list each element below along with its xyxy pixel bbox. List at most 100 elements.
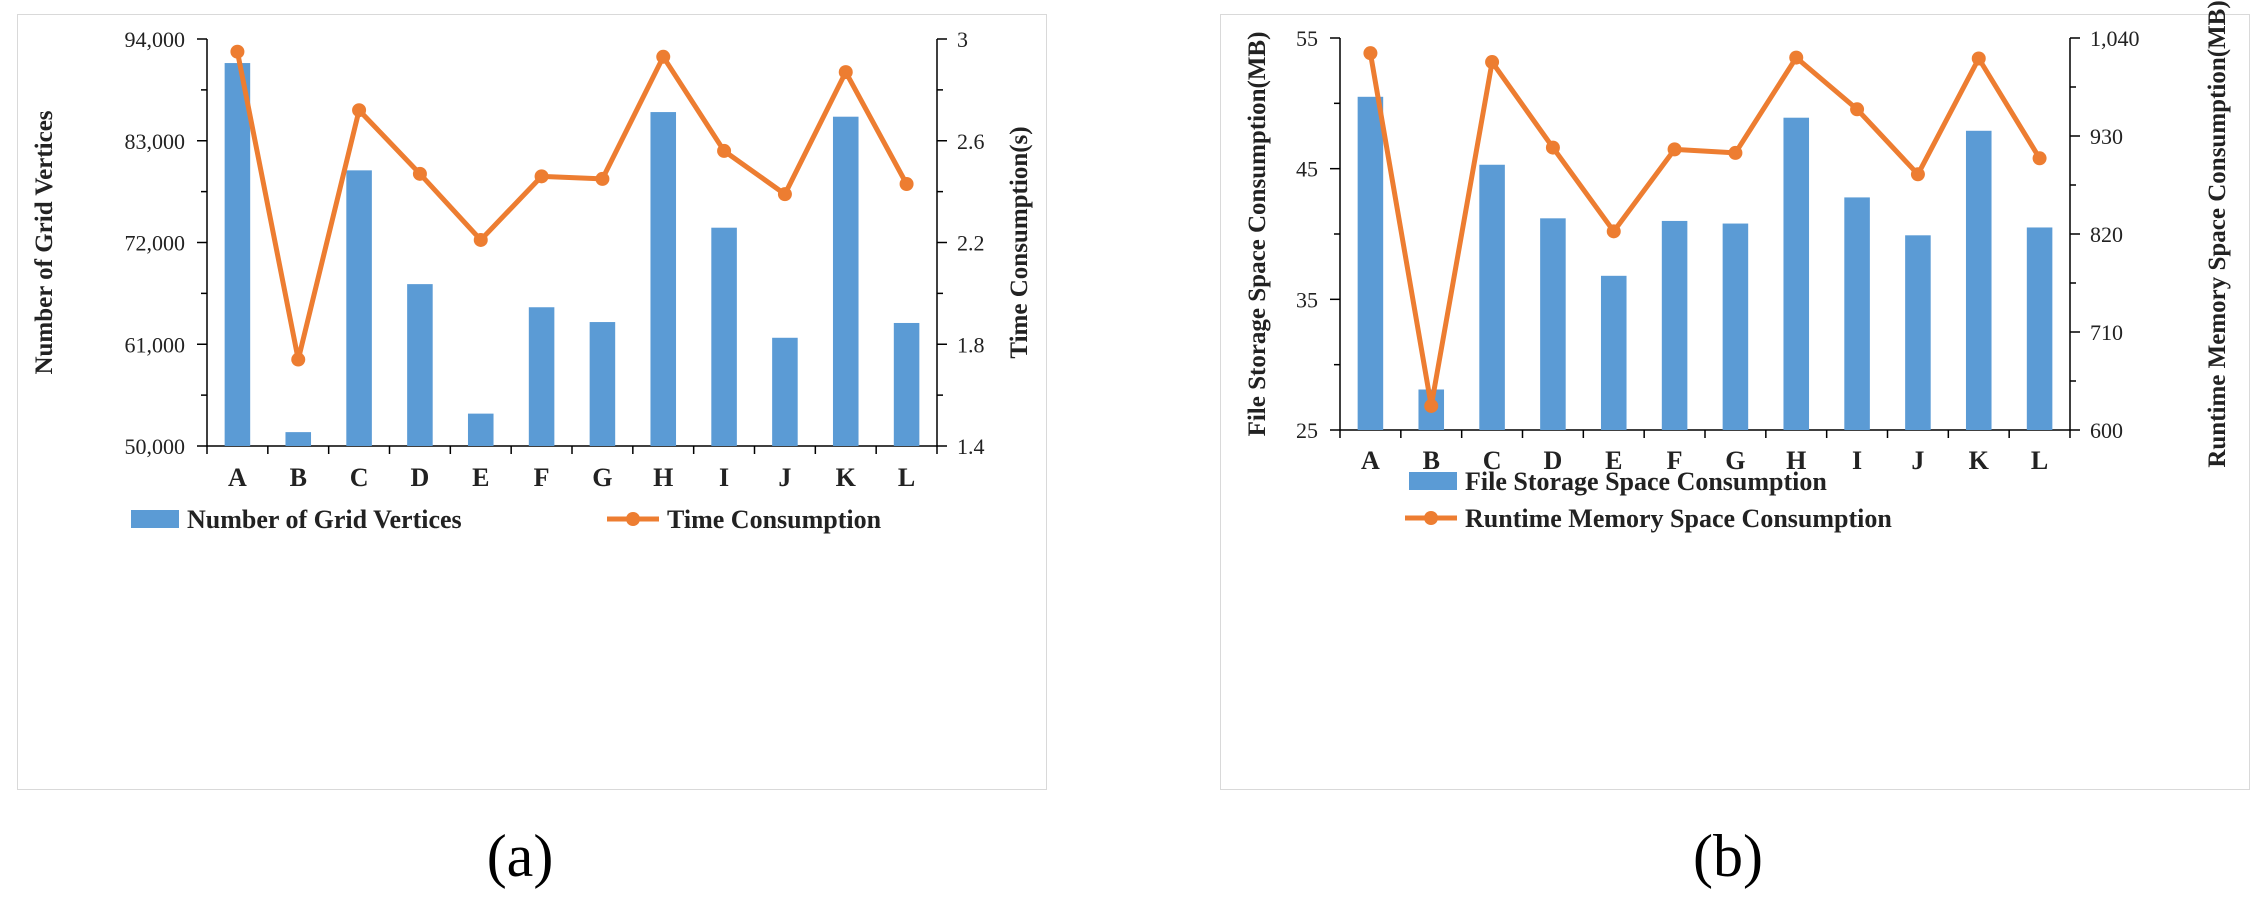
- line-series: [234, 51, 909, 363]
- line-point-E: [473, 232, 488, 247]
- bar-L: [2026, 227, 2053, 430]
- category-label: H: [653, 463, 673, 492]
- right-tick-label: 1,040: [2090, 26, 2140, 51]
- bar-I: [711, 227, 737, 446]
- legend-bar-swatch: [131, 510, 179, 528]
- category-label: J: [1911, 446, 1924, 475]
- category-label: J: [778, 463, 791, 492]
- bar-K: [1965, 130, 1992, 431]
- bar-G: [589, 322, 616, 446]
- category-label: G: [592, 463, 612, 492]
- bar-D: [1540, 218, 1566, 430]
- left-tick-label: 55: [1296, 26, 1318, 51]
- category-label: H: [1786, 446, 1806, 475]
- category-label: F: [1667, 446, 1683, 475]
- left-tick-label: 25: [1296, 418, 1318, 443]
- panel-label-a: (a): [486, 823, 554, 889]
- left-tick-label: 50,000: [125, 434, 186, 459]
- bar-H: [1783, 117, 1810, 430]
- category-label: I: [1852, 446, 1862, 475]
- right-tick-label: 3: [957, 27, 968, 52]
- bar-E: [467, 413, 494, 446]
- line-point-A: [1363, 46, 1378, 61]
- chart-panel-a: 94,000 83,000 72,000 61,000 50,000 3 2.6 2.2 1.8…: [17, 14, 1047, 790]
- right-tick-label: 1.8: [957, 332, 985, 357]
- line-point-F: [534, 169, 549, 184]
- line-point-J: [1910, 167, 1925, 182]
- legend-label: Time Consumption: [667, 505, 882, 534]
- category-label: E: [472, 463, 489, 492]
- left-tick-label: 72,000: [125, 231, 186, 256]
- bar-A: [1357, 96, 1384, 431]
- category-label: K: [1969, 446, 1990, 475]
- right-tick-label: 820: [2090, 222, 2123, 247]
- bar-D: [407, 284, 433, 446]
- bar-F: [1661, 220, 1688, 430]
- right-tick-label: 2.2: [957, 231, 985, 256]
- line-point-K: [1971, 51, 1986, 66]
- category-label: B: [290, 463, 307, 492]
- bar-J: [1905, 235, 1931, 430]
- line-point-K: [838, 65, 853, 80]
- chart-panel-b: 55 45 35 25 1,040 930 820 710 600 A B C D E F G H I J K L Fil…: [1220, 0, 2250, 790]
- bar-A: [224, 63, 251, 447]
- line-series: [1367, 52, 2042, 409]
- bar-L: [893, 322, 920, 446]
- category-label: F: [534, 463, 550, 492]
- bar-C: [346, 170, 372, 446]
- line-point-H: [1789, 50, 1804, 65]
- line-point-B: [291, 352, 306, 367]
- category-label: C: [1483, 446, 1502, 475]
- bar-I: [1844, 197, 1870, 430]
- line-point-G: [1728, 145, 1743, 160]
- bar-G: [1722, 223, 1749, 430]
- legend-line-marker: [1424, 511, 1438, 525]
- bar-C: [1479, 164, 1505, 430]
- category-label: I: [719, 463, 729, 492]
- left-tick-label: 45: [1296, 157, 1318, 182]
- line-point-H: [656, 49, 671, 64]
- line-point-G: [595, 171, 610, 186]
- category-label: L: [898, 463, 915, 492]
- line-point-B: [1424, 398, 1439, 413]
- category-label: C: [350, 463, 369, 492]
- left-axis-title: File Storage Space Consumption(MB): [1244, 32, 1271, 437]
- legend-line-marker: [626, 512, 640, 526]
- left-tick-label: 94,000: [125, 27, 186, 52]
- line-point-C: [352, 103, 367, 118]
- category-label: B: [1423, 446, 1440, 475]
- legend-label: Number of Grid Vertices: [187, 505, 462, 534]
- right-tick-label: 1.4: [957, 434, 985, 459]
- chart-frame-a: [17, 14, 1047, 790]
- legend-bar-swatch: [1409, 472, 1457, 490]
- left-tick-label: 61,000: [125, 332, 186, 357]
- legend-label: Runtime Memory Space Consumption: [1465, 504, 1892, 533]
- line-point-C: [1485, 55, 1500, 70]
- left-tick-label: 35: [1296, 287, 1318, 312]
- line-point-J: [777, 187, 792, 202]
- bar-B: [285, 432, 312, 446]
- chart-a: 94,000 83,000 72,000 61,000 50,000 3 2.6 2.2 1.8…: [31, 27, 1033, 534]
- bar-K: [832, 116, 859, 446]
- line-point-A: [230, 44, 245, 59]
- line-point-I: [717, 143, 732, 158]
- category-label: A: [1361, 446, 1380, 475]
- line-point-D: [1545, 140, 1560, 155]
- left-tick-label: 83,000: [125, 129, 186, 154]
- bar-H: [650, 112, 677, 446]
- line-point-I: [1850, 102, 1865, 117]
- bar-J: [772, 337, 798, 446]
- right-tick-label: 2.6: [957, 129, 985, 154]
- right-tick-label: 600: [2090, 418, 2123, 443]
- right-axis-title: Runtime Memory Space Consumption(MB): [2204, 0, 2231, 467]
- category-label: E: [1605, 446, 1622, 475]
- chart-b: 55 45 35 25 1,040 930 820 710 600 A B C D E F G H I J K L Fil…: [1244, 0, 2231, 533]
- line-point-L: [2032, 151, 2047, 166]
- line-point-E: [1606, 224, 1621, 239]
- legend-label: File Storage Space Consumption: [1465, 467, 1827, 496]
- right-tick-label: 710: [2090, 320, 2123, 345]
- line-point-D: [412, 166, 427, 181]
- category-label: A: [228, 463, 247, 492]
- right-axis-title: Time Consumption(s): [1006, 126, 1033, 358]
- left-axis-title: Number of Grid Vertices: [31, 110, 58, 374]
